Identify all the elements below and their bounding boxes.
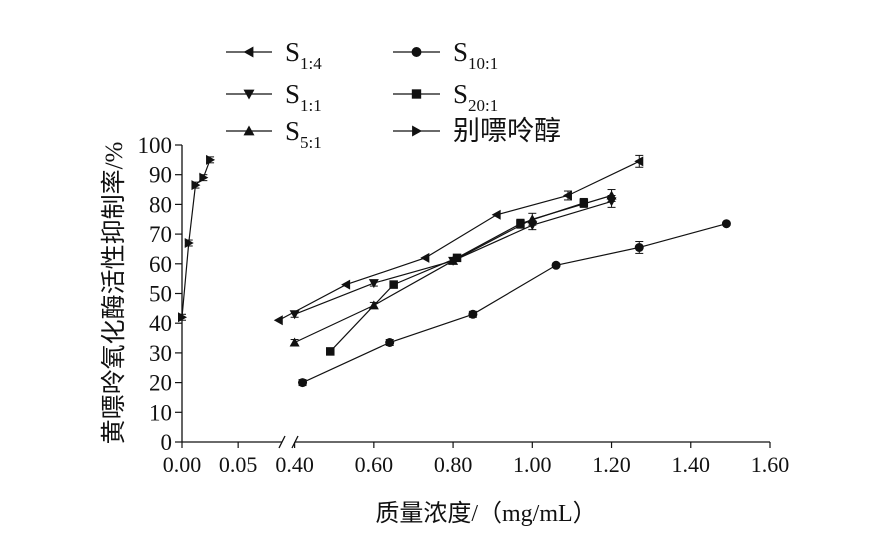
legend-label-name: S bbox=[285, 37, 300, 67]
x-tick-label: 0.80 bbox=[434, 452, 473, 477]
axis-break-mark bbox=[278, 435, 286, 449]
legend-item: S1:4 bbox=[226, 37, 322, 73]
legend-label-subscript: 5:1 bbox=[300, 133, 322, 152]
triangle-left-marker bbox=[273, 315, 283, 326]
legend-label: S10:1 bbox=[453, 37, 498, 73]
triangle-left-marker bbox=[562, 190, 572, 201]
legend-label: S1:4 bbox=[285, 37, 322, 73]
x-tick-label: 0.60 bbox=[355, 452, 394, 477]
y-tick-label: 90 bbox=[149, 163, 172, 188]
legend-label: S20:1 bbox=[453, 79, 498, 115]
legend-item: 别嘌呤醇 bbox=[393, 116, 561, 146]
legend-label-name: S bbox=[285, 79, 300, 109]
triangle-up-marker bbox=[289, 337, 300, 347]
triangle-right-marker bbox=[412, 125, 422, 137]
legend-label-subscript: 10:1 bbox=[468, 54, 498, 73]
legend-label-subscript: 20:1 bbox=[468, 96, 498, 115]
y-tick-label: 10 bbox=[149, 400, 172, 425]
series-S10-1 bbox=[298, 219, 731, 388]
square-marker bbox=[326, 347, 335, 356]
square-marker bbox=[411, 89, 422, 99]
y-tick-label: 60 bbox=[149, 252, 172, 277]
triangle-left-marker bbox=[634, 156, 644, 167]
legend-label: S1:1 bbox=[285, 79, 322, 115]
legend-item: S1:1 bbox=[226, 79, 322, 115]
series-allopurinol bbox=[178, 154, 216, 323]
legend-item: S5:1 bbox=[226, 116, 322, 152]
y-tick-label: 0 bbox=[161, 430, 173, 455]
legend-label-subscript: 1:1 bbox=[300, 96, 322, 115]
series-line bbox=[278, 160, 640, 321]
triangle-right-marker bbox=[206, 154, 216, 165]
circle-marker bbox=[411, 47, 422, 57]
triangle-down-marker bbox=[368, 279, 379, 289]
triangle-down-marker bbox=[289, 310, 300, 320]
x-axis-label: 质量浓度/（mg/mL） bbox=[375, 500, 596, 527]
series-line bbox=[302, 223, 727, 384]
legend-item: S20:1 bbox=[393, 79, 498, 115]
triangle-right-marker bbox=[199, 172, 209, 183]
triangle-right-marker bbox=[178, 312, 187, 323]
y-tick-label: 70 bbox=[149, 222, 172, 247]
square-marker bbox=[389, 280, 398, 289]
circle-marker bbox=[385, 338, 395, 348]
y-tick-label: 30 bbox=[149, 341, 172, 366]
triangle-left-marker bbox=[341, 279, 351, 290]
triangle-right-marker bbox=[184, 238, 194, 249]
triangle-up-marker bbox=[243, 125, 255, 136]
legend-label-subscript: 1:4 bbox=[300, 54, 322, 73]
series-S5-1 bbox=[289, 189, 617, 347]
legend-label-name: S bbox=[453, 79, 468, 109]
legend-label: 别嘌呤醇 bbox=[453, 116, 561, 146]
triangle-left-marker bbox=[243, 46, 254, 58]
triangle-left-marker bbox=[491, 209, 501, 220]
x-tick-label: 1.60 bbox=[751, 452, 790, 477]
y-tick-label: 100 bbox=[138, 133, 173, 158]
square-marker bbox=[579, 198, 589, 208]
x-tick-label: 1.00 bbox=[513, 452, 552, 477]
legend-label-name: 别嘌呤醇 bbox=[453, 116, 561, 146]
square-marker bbox=[452, 253, 462, 263]
triangle-left-marker bbox=[420, 252, 430, 263]
x-tick-label: 1.20 bbox=[592, 452, 631, 477]
circle-marker bbox=[721, 219, 731, 229]
triangle-right-marker bbox=[191, 180, 201, 191]
triangle-up-marker bbox=[606, 190, 617, 200]
x-tick-label: 0.05 bbox=[219, 452, 258, 477]
series-S1-4 bbox=[273, 154, 644, 326]
y-tick-label: 40 bbox=[149, 311, 172, 336]
circle-marker bbox=[551, 260, 561, 270]
square-marker bbox=[516, 219, 525, 228]
y-axis-label: 黄嘌呤氧化酶活性抑制率/% bbox=[100, 142, 128, 445]
legend-label-name: S bbox=[453, 37, 468, 67]
circle-marker bbox=[468, 309, 478, 319]
y-tick-label: 20 bbox=[149, 371, 172, 396]
legend-item: S10:1 bbox=[393, 37, 498, 73]
y-tick-label: 50 bbox=[149, 282, 172, 307]
axes: 0 10 20 30 40 50 60 70 80 90 100 0.00 0.05 0.40 0.60 0.… bbox=[138, 133, 790, 477]
x-tick-label: 1.40 bbox=[672, 452, 711, 477]
y-tick-label: 80 bbox=[149, 192, 172, 217]
series-S20-1 bbox=[326, 197, 589, 356]
legend-label-name: S bbox=[285, 116, 300, 146]
circle-marker bbox=[634, 242, 644, 252]
x-tick-label: 0.00 bbox=[163, 452, 202, 477]
legend-label: S5:1 bbox=[285, 116, 322, 152]
circle-marker bbox=[298, 378, 308, 388]
plot-area bbox=[178, 154, 731, 388]
triangle-down-marker bbox=[243, 89, 255, 100]
x-tick-label: 0.40 bbox=[275, 452, 314, 477]
